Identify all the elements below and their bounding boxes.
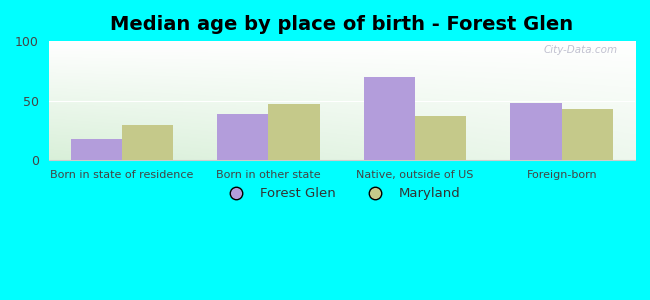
Bar — [415, 116, 467, 160]
Bar — [268, 104, 320, 160]
Title: Median age by place of birth - Forest Glen: Median age by place of birth - Forest Gl… — [111, 15, 573, 34]
Bar — [71, 139, 122, 160]
Bar — [364, 77, 415, 160]
Bar — [510, 103, 562, 160]
Bar — [122, 125, 173, 160]
Bar — [217, 114, 268, 160]
Legend: Forest Glen, Maryland: Forest Glen, Maryland — [218, 182, 466, 206]
Bar — [562, 109, 613, 160]
Text: City-Data.com: City-Data.com — [543, 45, 618, 55]
